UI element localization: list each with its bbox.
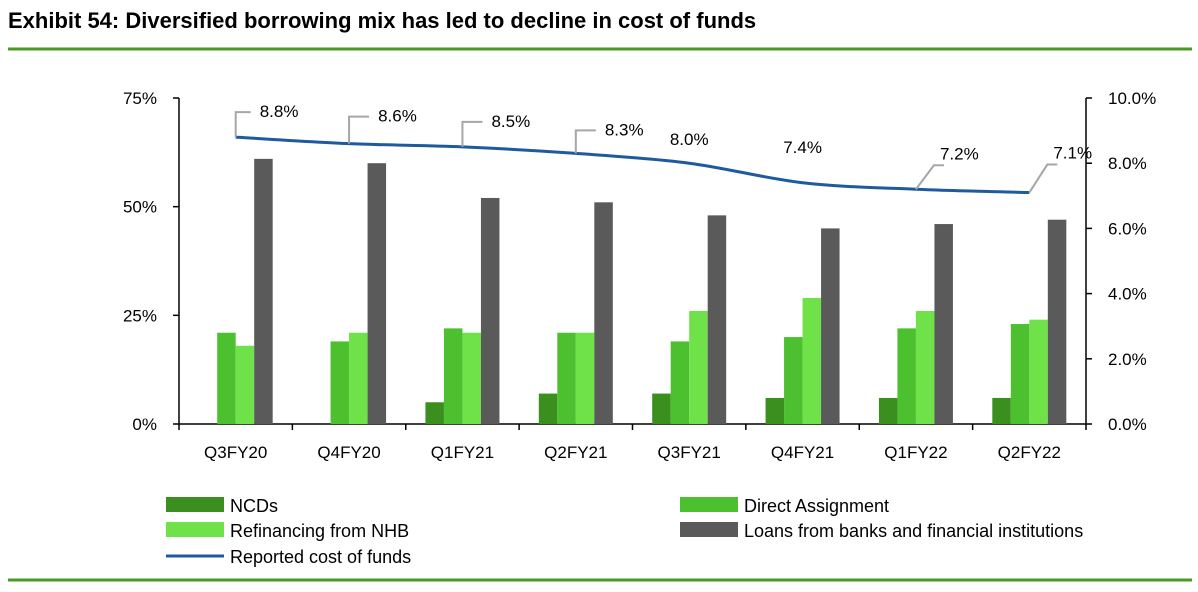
bar-ncds <box>425 402 444 424</box>
bar-loans-banks-fi <box>821 228 840 424</box>
line-data-label: 8.3% <box>605 120 644 139</box>
left-axis-tick-label: 50% <box>123 198 157 217</box>
data-label-leader <box>234 111 251 138</box>
legend-label: NCDs <box>230 496 278 516</box>
bar-ncds <box>652 393 671 424</box>
line-data-label: 8.0% <box>670 130 709 149</box>
line-data-label: 8.5% <box>491 112 530 131</box>
bar-loans-banks-fi <box>367 163 387 424</box>
data-label-leader <box>461 120 483 147</box>
bar-direct-assignment <box>1010 324 1030 424</box>
data-label-leader <box>348 115 370 144</box>
bar-refinancing-nhb <box>915 310 935 424</box>
bar-direct-assignment <box>557 332 576 424</box>
legend-swatch <box>680 522 738 537</box>
bar-ncds <box>992 397 1011 424</box>
x-axis-category-label: Q4FY20 <box>317 443 380 462</box>
legend-direct-assignment: Direct Assignment <box>680 496 889 516</box>
legend: NCDs Direct Assignment Refinancing from NH… <box>166 496 1083 567</box>
line-data-label: 7.1% <box>1053 144 1092 163</box>
right-axis-tick-label: 4.0% <box>1108 285 1147 304</box>
bar-direct-assignment <box>217 332 236 424</box>
right-axis-tick-label: 8.0% <box>1108 154 1147 173</box>
bar-loans-banks-fi <box>707 215 727 424</box>
data-label-leader <box>915 164 944 190</box>
bar-loans-banks-fi <box>254 158 273 424</box>
bar-loans-banks-fi <box>934 224 953 424</box>
line-data-label: 7.4% <box>783 138 822 157</box>
legend-swatch <box>680 497 738 512</box>
bar-direct-assignment <box>784 337 803 424</box>
line-data-label: 8.6% <box>378 107 417 126</box>
bar-loans-banks-fi <box>480 197 500 424</box>
legend-loans-banks-fi: Loans from banks and financial instituti… <box>680 521 1083 541</box>
bar-direct-assignment <box>330 341 350 424</box>
data-label-leader <box>574 129 596 154</box>
bar-refinancing-nhb <box>802 297 822 424</box>
line-data-label: 7.2% <box>940 144 979 163</box>
x-axis-category-label: Q2FY21 <box>544 443 607 462</box>
right-axis-tick-label: 6.0% <box>1108 219 1147 238</box>
bar-direct-assignment <box>670 341 690 424</box>
legend-label: Direct Assignment <box>744 496 889 516</box>
bar-refinancing-nhb <box>689 310 708 424</box>
x-axis-category-label: Q4FY21 <box>771 443 834 462</box>
x-axis-category-label: Q3FY21 <box>658 443 721 462</box>
bar-loans-banks-fi <box>594 202 613 424</box>
x-axis-category-label: Q3FY20 <box>204 443 267 462</box>
x-axis-category-label: Q1FY22 <box>884 443 947 462</box>
left-axis-tick-label: 75% <box>123 89 157 108</box>
line-data-label: 8.8% <box>260 102 299 121</box>
bar-loans-banks-fi <box>1047 219 1067 424</box>
bar-refinancing-nhb <box>235 345 255 424</box>
plot-area: 0% 25% 50% 75% 0.0% 2.0% 4.0% 6.0% 8.0% 10.0% Q3FY… <box>123 89 1156 462</box>
right-axis-tick-label: 2.0% <box>1108 350 1147 369</box>
left-axis-tick-label: 25% <box>123 306 157 325</box>
exhibit-title: Exhibit 54: Diversified borrowing mix ha… <box>8 8 756 33</box>
bar-ncds <box>538 393 558 424</box>
bar-ncds <box>765 397 785 424</box>
left-axis-tick-label: 0% <box>132 415 157 434</box>
legend-ncds: NCDs <box>166 496 278 516</box>
legend-label: Refinancing from NHB <box>230 521 409 541</box>
x-axis-category-label: Q2FY22 <box>998 443 1061 462</box>
bar-refinancing-nhb <box>349 332 368 424</box>
x-axis-category-label: Q1FY21 <box>431 443 494 462</box>
bar-refinancing-nhb <box>462 332 481 424</box>
legend-swatch <box>166 522 224 537</box>
line-reported-cost-of-funds <box>235 135 1030 195</box>
right-axis-tick-label: 10.0% <box>1108 89 1156 108</box>
legend-label: Reported cost of funds <box>230 547 411 567</box>
bar-ncds <box>878 397 898 424</box>
legend-swatch <box>166 497 224 512</box>
data-label-leader <box>1028 163 1058 194</box>
bar-refinancing-nhb <box>575 332 595 424</box>
legend-refinancing-nhb: Refinancing from NHB <box>166 521 409 541</box>
bar-direct-assignment <box>897 328 916 424</box>
legend-label: Loans from banks and financial instituti… <box>744 521 1083 541</box>
bar-direct-assignment <box>443 328 463 424</box>
bar-refinancing-nhb <box>1029 319 1048 424</box>
legend-reported-cost-of-funds: Reported cost of funds <box>166 547 411 567</box>
right-axis-tick-label: 0.0% <box>1108 415 1147 434</box>
